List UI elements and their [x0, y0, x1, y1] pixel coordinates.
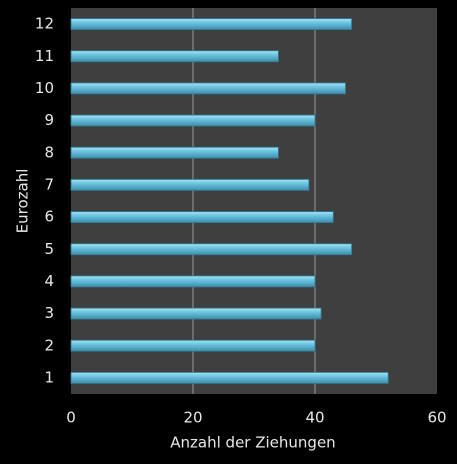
x-tick-label: 60	[427, 409, 446, 427]
bar	[70, 114, 316, 127]
bar	[70, 211, 334, 223]
bar	[70, 18, 353, 30]
x-tick-label: 20	[183, 409, 202, 427]
y-tick-label: 2	[44, 336, 54, 354]
bar	[70, 179, 310, 191]
bar	[70, 307, 322, 320]
bar	[70, 372, 389, 384]
y-tick-label: 9	[44, 111, 54, 129]
y-tick-label: 5	[44, 240, 54, 258]
y-tick-label: 11	[35, 47, 54, 65]
y-tick-label: 8	[44, 143, 54, 161]
x-tick-label: 0	[66, 409, 76, 427]
y-tick-label: 10	[35, 79, 54, 97]
x-tick-label: 40	[305, 409, 324, 427]
bar	[70, 275, 316, 288]
y-tick-label: 4	[44, 272, 54, 290]
bar	[70, 339, 316, 352]
bar	[70, 50, 279, 63]
y-tick-label: 7	[44, 175, 54, 193]
x-axis-label: Anzahl der Ziehungen	[170, 434, 335, 452]
y-tick-label: 6	[44, 208, 54, 226]
plot-area	[71, 8, 437, 394]
bar	[70, 146, 279, 159]
y-tick-label: 12	[35, 15, 54, 33]
y-axis-label: Eurozahl	[14, 169, 32, 234]
y-tick-label: 1	[44, 368, 54, 386]
y-tick-label: 3	[44, 304, 54, 322]
bar	[70, 82, 346, 95]
bar	[70, 243, 353, 256]
